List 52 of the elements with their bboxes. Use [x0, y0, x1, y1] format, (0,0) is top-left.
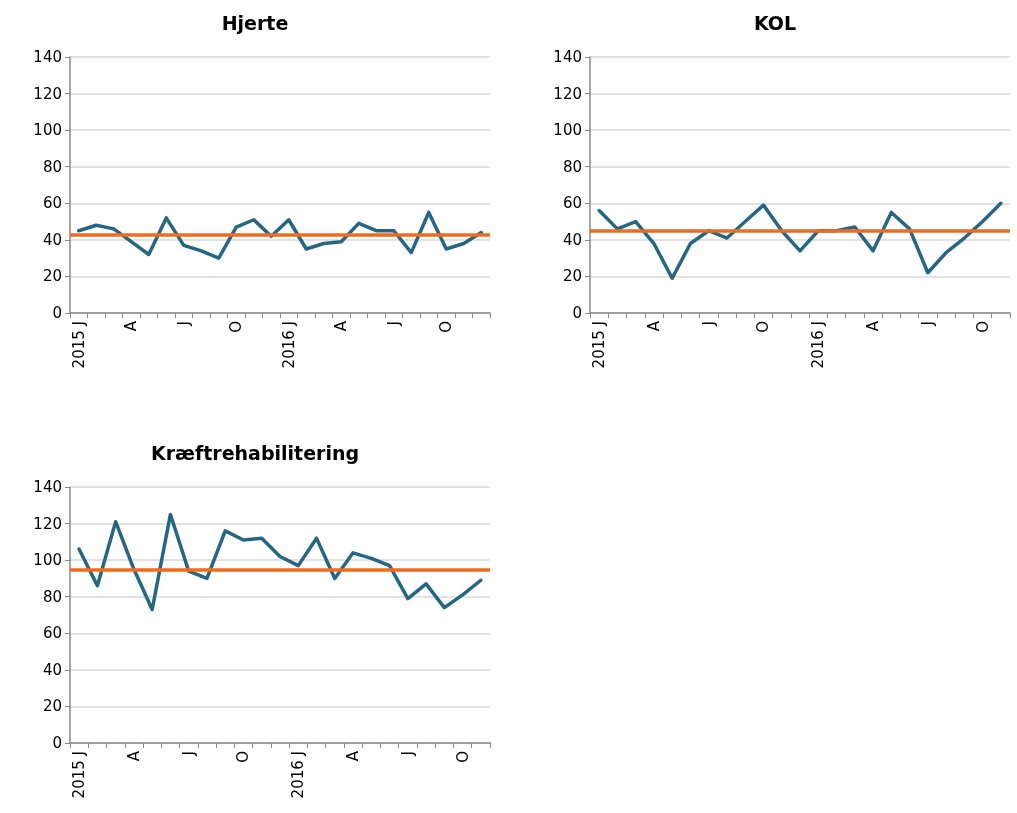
y-tick-label: 100 [553, 121, 582, 140]
y-tick-label: 100 [33, 551, 62, 570]
y-tick-label: 60 [42, 194, 62, 213]
y-tick-label: 120 [33, 514, 62, 533]
x-tick-label: A [344, 750, 363, 762]
y-tick-label: 40 [562, 230, 582, 249]
x-tick-label: A [124, 750, 143, 762]
x-tick-label: A [864, 320, 883, 332]
x-tick-label: A [332, 320, 351, 332]
y-tick-label: 20 [42, 267, 62, 286]
x-tick-label: A [122, 320, 141, 332]
x-tick-label: J [384, 321, 403, 327]
x-tick-label: A [644, 320, 663, 332]
y-tick-label: 0 [52, 734, 62, 752]
x-tick-label: 2015 J [590, 321, 609, 369]
chart-title: Kræftrehabilitering [150, 441, 360, 464]
y-tick-label: 80 [562, 157, 582, 176]
y-tick-label: 0 [572, 304, 582, 322]
y-tick-label: 80 [42, 587, 62, 606]
y-tick-label: 40 [42, 660, 62, 679]
x-tick-label: J [174, 321, 193, 327]
y-tick-label: 120 [553, 84, 582, 103]
x-tick-label: O [234, 751, 253, 763]
x-tick-label: J [398, 751, 417, 757]
x-tick-label: 2015 J [70, 751, 89, 799]
y-tick-label: 0 [52, 304, 62, 322]
y-tick-label: 40 [42, 230, 62, 249]
x-tick-label: O [227, 321, 246, 333]
y-tick-label: 120 [33, 84, 62, 103]
x-tick-label: 2016 J [289, 751, 308, 799]
x-tick-label: 2015 J [69, 321, 88, 369]
x-tick-label: O [453, 751, 472, 763]
x-tick-label: J [918, 321, 937, 327]
x-tick-label: 2016 J [279, 321, 298, 369]
chart-title: KOL [753, 11, 797, 34]
x-tick-label: O [754, 321, 773, 333]
y-tick-label: 60 [562, 194, 582, 213]
chart-title: Hjerte [221, 11, 289, 34]
line-series [77, 512, 483, 612]
y-tick-label: 80 [42, 157, 62, 176]
y-tick-label: 20 [42, 697, 62, 716]
y-tick-label: 20 [562, 267, 582, 286]
x-tick-label: O [437, 321, 456, 333]
x-tick-label: O [973, 321, 992, 333]
y-tick-label: 60 [42, 624, 62, 643]
y-tick-label: 140 [33, 48, 62, 66]
x-tick-label: J [179, 751, 198, 757]
y-tick-label: 100 [33, 121, 62, 140]
x-tick-label: 2016 J [809, 321, 828, 369]
y-tick-label: 140 [553, 48, 582, 66]
y-tick-label: 140 [33, 478, 62, 496]
x-tick-label: J [699, 321, 718, 327]
